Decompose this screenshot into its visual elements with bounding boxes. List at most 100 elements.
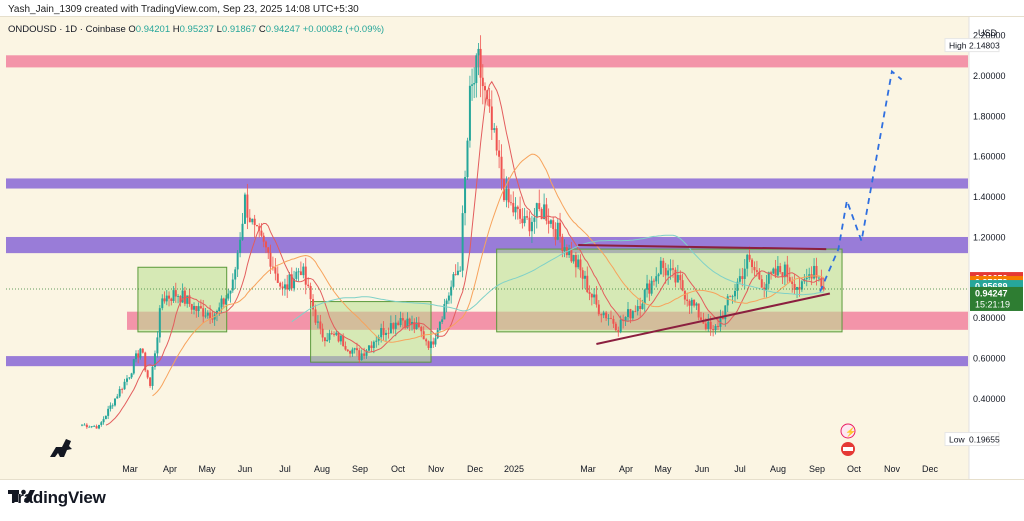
trendline-1 — [578, 244, 827, 251]
candle — [662, 257, 665, 278]
candle-body — [583, 275, 586, 279]
candle — [90, 426, 93, 429]
candle-body — [753, 267, 756, 271]
candle-body — [188, 295, 191, 305]
candle — [535, 202, 538, 229]
candle-body — [276, 273, 279, 283]
candle-body — [528, 217, 531, 232]
candle-body — [481, 77, 484, 87]
candle — [760, 274, 763, 288]
candle — [554, 222, 557, 246]
candle-body — [385, 332, 388, 335]
candle — [688, 299, 691, 315]
candle-body — [209, 312, 212, 319]
candle-body — [104, 415, 107, 420]
chart-panel[interactable]: USD0.400000.600000.800001.000001.200001.… — [0, 16, 1024, 480]
candle-body — [239, 239, 242, 253]
candle-body — [441, 319, 444, 322]
candle-body — [123, 381, 126, 390]
candle-body — [690, 299, 693, 306]
candle-body — [367, 345, 370, 351]
candle — [188, 288, 191, 307]
candle-body — [609, 318, 612, 320]
candlestick-chart[interactable]: USD0.400000.600000.800001.000001.200001.… — [0, 17, 1024, 479]
candle — [683, 290, 686, 305]
candle — [401, 312, 404, 328]
candle — [528, 211, 531, 237]
candle-body — [116, 396, 119, 399]
candle — [563, 239, 566, 258]
economic-event-flag — [843, 447, 853, 451]
candle-body — [134, 353, 137, 360]
candle — [538, 189, 541, 212]
candle-body — [731, 296, 734, 298]
candle-body — [186, 295, 189, 304]
candle-body — [83, 424, 86, 426]
candle-body — [177, 296, 180, 297]
candle — [321, 323, 324, 342]
time-axis-tick: Mar — [580, 464, 596, 474]
candle-body — [693, 299, 696, 306]
candle — [153, 350, 156, 370]
candle-body — [243, 194, 246, 224]
candle-body — [471, 84, 474, 86]
candle — [473, 67, 476, 99]
event-flash-glyph: ⚡ — [845, 426, 856, 438]
candle-body — [734, 290, 737, 297]
time-axis-tick: 2025 — [504, 464, 524, 474]
candle-body — [307, 284, 310, 286]
candle-body — [695, 303, 698, 306]
candle — [679, 270, 682, 290]
candle — [736, 278, 739, 300]
candle-body — [672, 268, 674, 270]
candle-body — [712, 329, 715, 331]
projection-path — [819, 69, 903, 292]
candle-body — [683, 290, 686, 300]
candle — [514, 197, 517, 220]
candle-body — [246, 194, 249, 218]
candle — [481, 64, 484, 105]
candle — [477, 43, 480, 76]
candle — [248, 209, 251, 223]
candle — [299, 261, 302, 276]
band-resistance-top — [6, 55, 968, 68]
candle — [648, 279, 651, 301]
candle-body — [746, 254, 749, 269]
candle-body — [493, 128, 496, 131]
candle — [545, 197, 548, 225]
candle-body — [260, 230, 263, 236]
candle-body — [714, 326, 717, 331]
candle-body — [335, 332, 338, 335]
candle-body — [229, 290, 232, 294]
candle-body — [748, 254, 751, 260]
candle — [141, 348, 144, 354]
candle-body — [634, 311, 637, 312]
candle — [295, 267, 298, 282]
candle-body — [574, 255, 577, 268]
candle — [304, 257, 307, 295]
candle — [461, 205, 464, 278]
candle-body — [450, 286, 453, 296]
candle-body — [791, 281, 794, 284]
candle — [144, 351, 147, 373]
candle-body — [533, 217, 536, 222]
candle — [602, 310, 605, 319]
candle-body — [483, 86, 486, 91]
candle-body — [372, 341, 375, 348]
candle-body — [516, 206, 519, 210]
candle-body — [351, 349, 354, 354]
candle-body — [255, 225, 258, 227]
candle — [333, 331, 336, 337]
candle — [746, 253, 749, 277]
candle — [109, 402, 112, 412]
candle — [314, 304, 317, 326]
time-axis-tick: Sep — [809, 464, 825, 474]
candle — [392, 322, 395, 334]
candle — [471, 68, 474, 101]
time-axis-tick: Aug — [770, 464, 786, 474]
candle-body — [817, 277, 820, 279]
candle-body — [721, 317, 724, 320]
candle — [507, 177, 510, 209]
candle-body — [655, 276, 658, 282]
candle — [593, 288, 596, 304]
